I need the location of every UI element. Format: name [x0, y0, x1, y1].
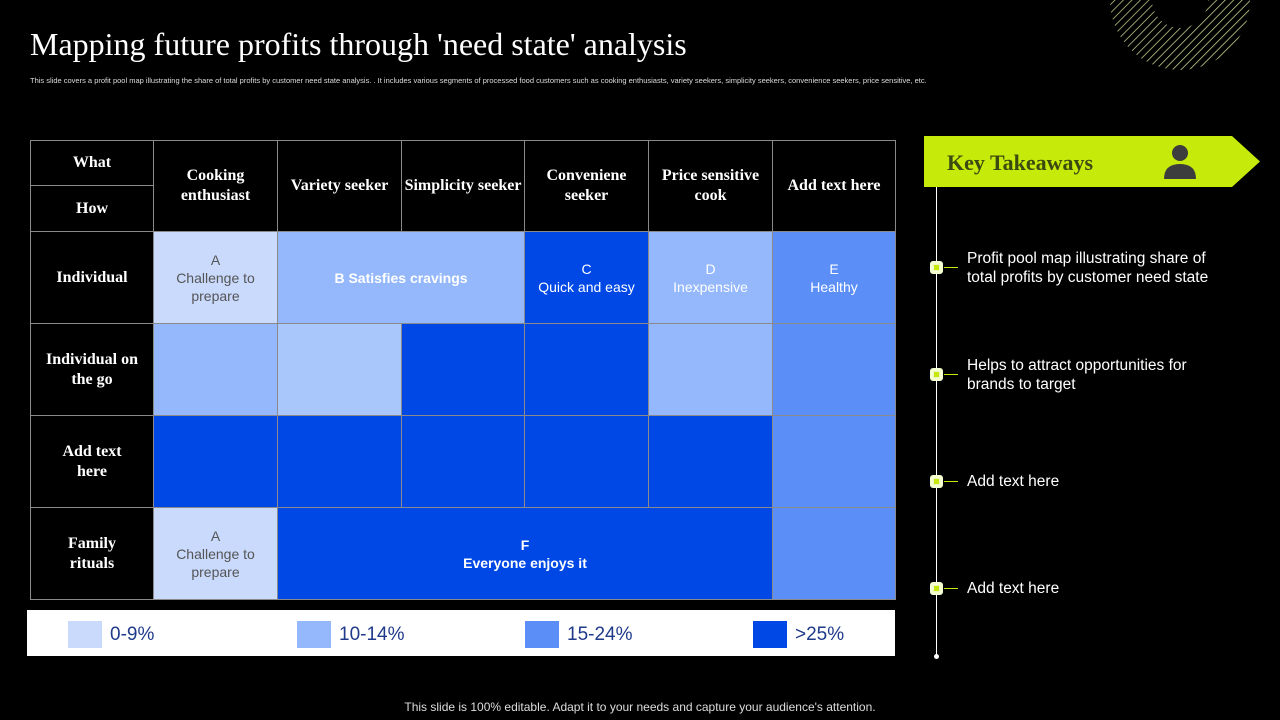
arrow-icon	[944, 267, 958, 268]
cell	[648, 415, 773, 508]
cell-f-family-rituals: F Everyone enjoys it	[277, 507, 773, 600]
cell-a-family-rituals: A Challenge to prepare	[153, 507, 278, 600]
cell	[524, 415, 649, 508]
column-header: Conveniene seeker	[524, 140, 649, 232]
row-header: Add text here	[30, 415, 154, 508]
row-header: Individual	[30, 231, 154, 324]
corner-what: What	[30, 140, 154, 186]
legend-item: >25%	[753, 621, 844, 648]
cell-text: Everyone enjoys it	[463, 554, 587, 571]
column-header: Add text here	[772, 140, 896, 232]
legend-swatch	[525, 621, 559, 648]
arrow-icon	[944, 374, 958, 375]
takeaway-item: Add text here	[967, 580, 1060, 597]
column-header: Simplicity seeker	[401, 140, 525, 232]
cell	[772, 323, 896, 416]
column-header: Variety seeker	[277, 140, 402, 232]
arrow-icon	[944, 481, 958, 482]
timeline-end-dot	[934, 654, 939, 659]
row-header: Individual on the go	[30, 323, 154, 416]
cell-text: Challenge to prepare	[176, 269, 255, 304]
legend-swatch	[68, 621, 102, 648]
timeline-line	[936, 187, 937, 656]
corner-how: How	[30, 185, 154, 232]
cell-a-individual: A Challenge to prepare	[153, 231, 278, 324]
bullet-icon	[930, 582, 943, 595]
cell	[401, 323, 525, 416]
cell-text: Challenge to prepare	[176, 545, 255, 580]
legend-swatch	[297, 621, 331, 648]
legend-item: 10-14%	[297, 621, 405, 648]
bullet-icon	[930, 368, 943, 381]
takeaway-item: Add text here	[967, 473, 1060, 490]
legend-item: 0-9%	[68, 621, 154, 648]
page-subtitle: This slide covers a profit pool map illu…	[30, 76, 927, 85]
decorative-hatched-ring-icon	[1105, 0, 1255, 75]
cell	[277, 323, 402, 416]
cell-text: Healthy	[810, 278, 858, 295]
cell-c-individual: C Quick and easy	[524, 231, 649, 324]
row-header: Family rituals	[30, 507, 154, 600]
cell	[277, 415, 402, 508]
cell-letter: E	[829, 260, 839, 277]
arrow-icon	[944, 588, 958, 589]
cell	[401, 415, 525, 508]
page-title: Mapping future profits through 'need sta…	[30, 26, 687, 62]
cell-letter: A	[210, 251, 221, 268]
legend-swatch	[753, 621, 787, 648]
cell-letter: D	[705, 260, 716, 277]
takeaway-item: Profit pool map illustrating share of to…	[967, 250, 1209, 286]
cell	[772, 507, 896, 600]
cell-text: Quick and easy	[538, 278, 635, 295]
cell-e-individual: E Healthy	[772, 231, 896, 324]
legend-item: 15-24%	[525, 621, 633, 648]
user-icon	[1164, 145, 1196, 179]
cell	[648, 323, 773, 416]
cell	[153, 323, 278, 416]
bullet-icon	[930, 475, 943, 488]
cell-d-individual: D Inexpensive	[648, 231, 773, 324]
legend-label: 0-9%	[110, 623, 155, 645]
cell-letter: C	[581, 260, 592, 277]
cell	[524, 323, 649, 416]
cell-b-individual: B Satisfies cravings	[277, 231, 525, 324]
column-header: Price sensitive cook	[648, 140, 773, 232]
legend: 0-9% 10-14% 15-24% >25%	[27, 610, 895, 656]
bullet-icon	[930, 261, 943, 274]
legend-label: 15-24%	[567, 623, 633, 645]
key-takeaways-title: Key Takeaways	[947, 150, 1094, 175]
cell-text: B Satisfies cravings	[334, 269, 468, 286]
column-header: Cooking enthusiast	[153, 140, 278, 232]
footer-note: This slide is 100% editable. Adapt it to…	[404, 700, 876, 714]
cell	[772, 415, 896, 508]
cell-letter: A	[210, 527, 221, 544]
takeaway-item: Helps to attract opportunities for brand…	[967, 357, 1187, 393]
legend-label: 10-14%	[339, 623, 405, 645]
cell-letter: F	[520, 536, 530, 553]
legend-label: >25%	[795, 623, 845, 645]
cell	[153, 415, 278, 508]
cell-text: Inexpensive	[673, 278, 748, 295]
